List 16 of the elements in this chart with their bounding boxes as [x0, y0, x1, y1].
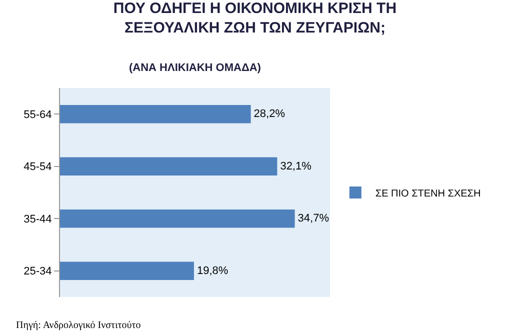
data-label: 28,2% — [254, 108, 286, 120]
chart-subtitle: (ΑΝΑ ΗΛΙΚΙΑΚΗ ΟΜΑΔΑ) — [129, 62, 262, 74]
y-tick-label: 25-34 — [24, 266, 52, 278]
bar — [60, 157, 278, 176]
data-label: 19,8% — [196, 264, 228, 277]
chart-title: ΠΟΥ ΟΔΗΓΕΙ Η ΟΙΚΟΝΟΜΙΚΗ ΚΡΙΣΗ ΤΗ ΣΕΞΟΥΑΛΙΚΗ ΖΩΗ ΤΩΝ ΖΕΥΓΑΡΙΩΝ; — [113, 0, 397, 37]
bar — [60, 104, 251, 124]
y-tick-label: 45-54 — [24, 161, 52, 174]
legend-label: ΣΕ ΠΙΟ ΣΤΕΝΗ ΣΧΕΣΗ — [375, 188, 481, 200]
text: Πηγή: Ανδρολογικό Ινστιτούτο — [16, 320, 141, 331]
data-label: 32,1% — [280, 160, 312, 172]
bar — [60, 209, 295, 228]
y-tick-label: 35-44 — [24, 213, 52, 226]
data-label: 34,7% — [298, 212, 330, 225]
y-tick-label: 55-64 — [24, 108, 52, 121]
bar — [60, 262, 194, 280]
